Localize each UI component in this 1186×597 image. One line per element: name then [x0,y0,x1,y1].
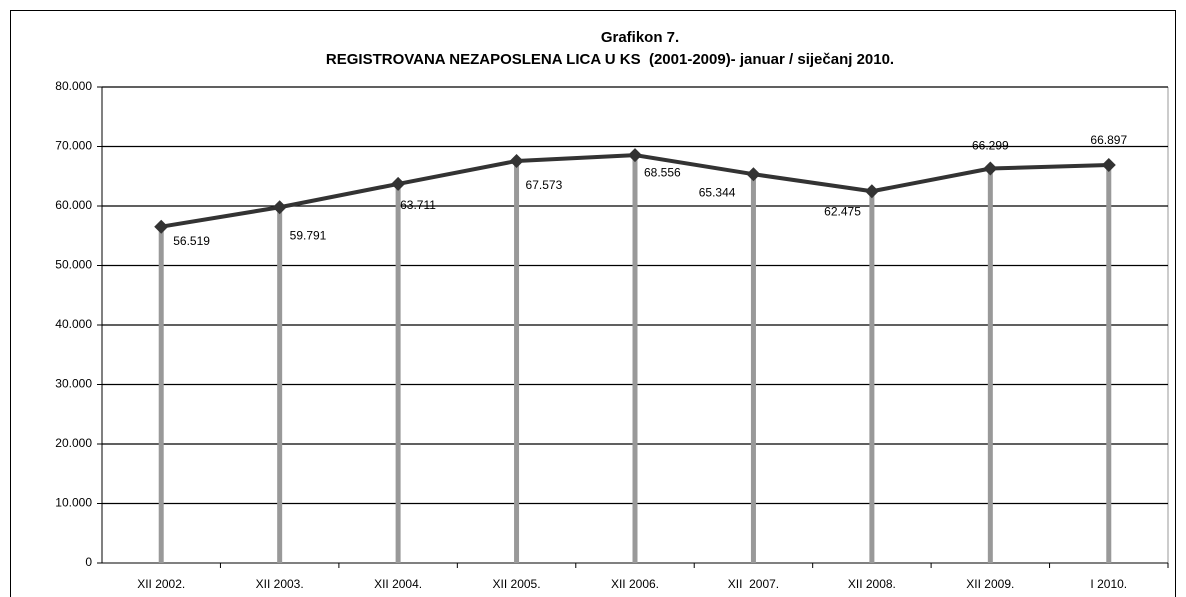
chart-subtitle: REGISTROVANA NEZAPOSLENA LICA U KS (2001… [326,51,894,68]
marker [272,200,287,215]
x-tick-label: XII 2005. [493,577,541,591]
y-tick-label: 40.000 [55,317,92,331]
data-label: 63.711 [400,198,436,212]
marker [1101,157,1116,172]
marker [746,167,761,182]
y-tick-label: 30.000 [55,377,92,391]
marker [154,219,169,234]
data-label: 56.519 [173,234,210,248]
data-label: 68.556 [644,165,681,179]
x-tick-label: XII 2002. [137,577,185,591]
marker [391,176,406,191]
y-tick-label: 0 [85,555,92,569]
data-label: 62.475 [824,204,861,218]
marker [628,148,642,163]
y-tick-label: 70.000 [55,139,92,153]
y-tick-label: 60.000 [55,198,92,212]
x-tick-label: XII 2004. [374,577,422,591]
data-label: 65.344 [699,185,736,199]
x-tick-label: I 2010. [1090,577,1127,591]
data-label: 66.299 [972,139,1009,153]
x-tick-label: XII 2009. [966,577,1014,591]
marker [983,161,998,176]
data-label: 66.897 [1090,133,1127,147]
y-tick-label: 10.000 [55,496,92,510]
data-label: 67.573 [526,178,563,192]
x-tick-label: XII 2003. [256,577,304,591]
y-tick-label: 50.000 [55,258,92,272]
chart-frame [10,10,1176,597]
marker [864,184,879,199]
y-tick-label: 20.000 [55,436,92,450]
data-label: 59.791 [290,228,327,242]
x-tick-label: XII 2007. [728,577,779,591]
x-tick-label: XII 2008. [848,577,896,591]
marker [509,153,524,168]
chart-title: Grafikon 7. [601,29,679,46]
x-tick-label: XII 2006. [611,577,659,591]
y-tick-label: 80.000 [55,79,92,93]
